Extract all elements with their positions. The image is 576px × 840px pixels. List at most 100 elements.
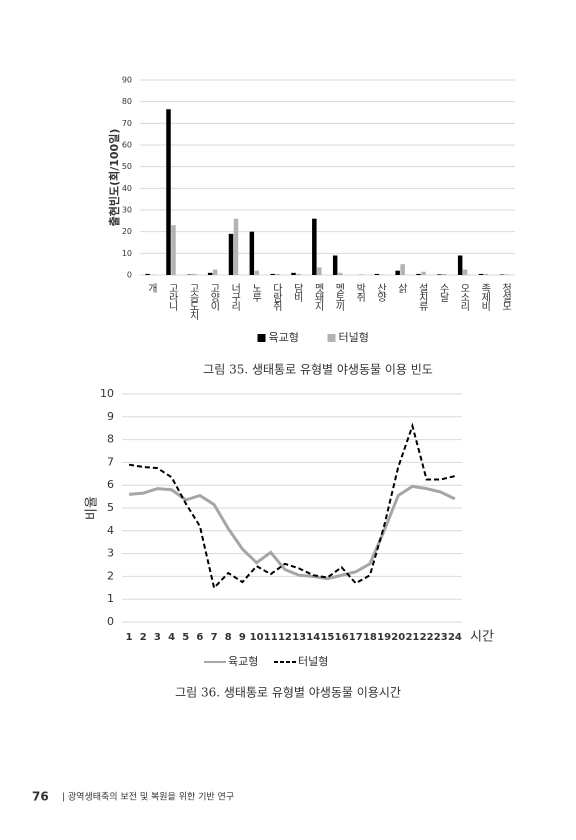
x-tick-label: 22	[420, 632, 434, 643]
y-tick-label: 10	[122, 249, 132, 258]
series-line	[128, 484, 456, 581]
x-tick-label: 2	[140, 632, 147, 643]
page-number: 76	[32, 790, 49, 804]
x-tick-label: 담비	[291, 283, 303, 301]
x-tick-label: 박쥐	[353, 283, 365, 301]
x-tick-label: 너구리	[228, 283, 240, 310]
y-tick-label: 30	[122, 206, 132, 215]
bar	[275, 273, 280, 275]
legend-label: 육교형	[269, 331, 299, 344]
x-tick-label: 16	[335, 632, 349, 643]
x-tick-label: 13	[292, 632, 306, 643]
bar	[270, 273, 275, 275]
bar	[207, 272, 213, 275]
y-tick-label: 80	[122, 97, 132, 106]
x-tick-label: 멧돼지	[312, 283, 324, 310]
y-tick-label: 90	[122, 76, 132, 85]
x-tick-label: 21	[405, 632, 419, 643]
x-tick-label: 20	[391, 632, 405, 643]
x-tick-label: 15	[320, 632, 334, 643]
bar	[228, 233, 234, 275]
bar	[233, 218, 239, 275]
legend-label: 터널형	[298, 655, 328, 668]
bar	[457, 255, 463, 275]
bar	[395, 270, 400, 275]
x-tick-label: 4	[168, 632, 175, 643]
x-tick-label: 1	[126, 632, 133, 643]
legend-swatch	[327, 334, 336, 342]
y-tick-label: 6	[107, 478, 114, 491]
bar	[192, 273, 197, 275]
bar	[478, 273, 484, 275]
x-tick-label: 고슴도치	[187, 283, 199, 319]
y-tick-label: 0	[127, 271, 132, 280]
y-tick-label: 9	[107, 410, 114, 423]
bar	[332, 255, 338, 275]
x-tick-label: 산양	[374, 283, 386, 301]
x-tick-label: 오소리	[457, 283, 469, 310]
bar	[421, 271, 426, 275]
x-tick-label: 족제비	[478, 283, 490, 310]
bar	[437, 274, 442, 275]
running-title: | 광역생태축의 보전 및 복원을 위한 기반 연구	[62, 791, 234, 803]
x-axis-label: 시간	[470, 630, 494, 645]
x-tick-label: 23	[434, 632, 448, 643]
caption: 그림 36. 생태통로 유형별 야생동물 이용시간	[175, 686, 401, 700]
x-tick-label: 19	[377, 632, 391, 643]
bar	[337, 272, 343, 275]
bar	[296, 273, 301, 275]
x-tick-label: 개	[145, 283, 157, 292]
x-tick-label: 멧토끼	[332, 283, 344, 310]
bar	[442, 273, 447, 275]
x-tick-label: 14	[306, 632, 320, 643]
y-tick-label: 60	[122, 141, 132, 150]
bar	[249, 231, 255, 275]
legend-swatch	[257, 334, 266, 342]
x-tick-label: 삵	[395, 283, 407, 292]
y-tick-label: 10	[100, 387, 114, 400]
y-axis-label: 비율	[85, 496, 100, 520]
x-tick-label: 7	[211, 632, 218, 643]
x-tick-label: 노루	[249, 283, 261, 301]
y-tick-label: 2	[107, 569, 114, 582]
x-tick-label: 수달	[437, 283, 449, 301]
x-tick-label: 18	[363, 632, 377, 643]
y-tick-label: 5	[107, 501, 114, 514]
x-tick-label: 24	[448, 632, 462, 643]
bar	[416, 273, 421, 275]
x-tick-label: 17	[349, 632, 363, 643]
bar	[171, 225, 176, 275]
series-line	[128, 422, 456, 590]
y-tick-label: 40	[122, 184, 132, 193]
bar	[312, 218, 317, 275]
y-tick-label: 0	[107, 615, 114, 628]
bar	[166, 109, 171, 275]
x-tick-label: 청설모	[499, 283, 511, 310]
x-tick-label: 9	[239, 632, 246, 643]
bar	[462, 269, 468, 275]
y-tick-label: 7	[107, 455, 114, 468]
bar	[212, 269, 218, 275]
y-tick-label: 20	[122, 227, 132, 236]
y-tick-label: 50	[122, 162, 132, 171]
x-tick-label: 고양이	[207, 283, 219, 310]
x-tick-label: 고라니	[166, 283, 178, 310]
x-tick-label: 8	[225, 632, 232, 643]
x-tick-label: 다람쥐	[270, 283, 282, 310]
x-tick-label: 3	[154, 632, 161, 643]
x-tick-label: 10	[250, 632, 264, 643]
x-tick-label: 5	[182, 632, 189, 643]
y-tick-label: 70	[122, 119, 132, 128]
bar	[400, 264, 405, 275]
legend-label: 육교형	[228, 655, 258, 668]
y-axis-label: 출현빈도(회/100일)	[107, 129, 121, 227]
y-tick-label: 4	[107, 524, 114, 537]
y-tick-label: 3	[107, 547, 114, 560]
bar	[483, 273, 489, 275]
caption: 그림 35. 생태통로 유형별 야생동물 이용 빈도	[203, 363, 433, 377]
bar	[504, 274, 510, 275]
y-tick-label: 1	[107, 592, 114, 605]
bar	[145, 273, 150, 275]
